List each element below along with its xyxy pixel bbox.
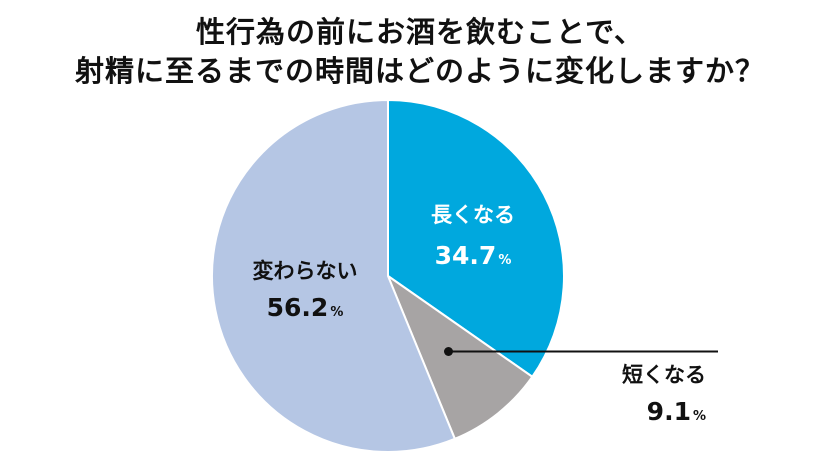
pie-slice-2: [385, 273, 534, 441]
slice-label-2: 短くなる: [622, 363, 706, 387]
slice-value-3: 56.2%: [267, 293, 344, 322]
pie-slice-3: [211, 98, 457, 453]
pie-slices: [211, 98, 565, 453]
chart-title-line-2: 射精に至るまでの時間はどのように変化しますか？: [74, 54, 765, 88]
slice-label-3: 変わらない: [253, 259, 358, 283]
pie-slice-1: [387, 98, 565, 379]
slice-value-2: 9.1%: [647, 397, 706, 426]
slice-value-1: 34.7%: [435, 241, 512, 270]
chart-title-line-1: 性行為の前にお酒を飲むことで、: [196, 15, 644, 49]
pie-labels: 長くなる 34.7 % 短くなる 9.1 % 変わらない 56.2%: [253, 203, 718, 426]
slice-label-1: 長くなる: [431, 203, 515, 227]
